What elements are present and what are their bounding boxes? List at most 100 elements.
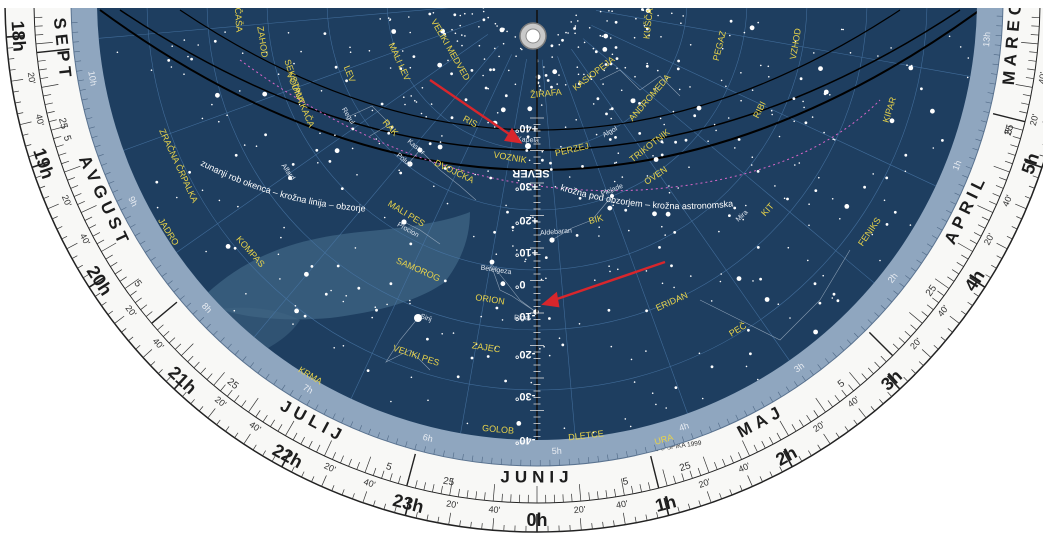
minute-tick	[7, 47, 14, 49]
minute-tick	[142, 349, 153, 358]
day-tick	[124, 278, 140, 289]
minute-tick	[234, 432, 239, 438]
star	[602, 83, 604, 85]
star	[793, 120, 795, 123]
minute-tick	[352, 493, 355, 500]
minute-tick	[903, 376, 909, 382]
day-label: 5	[836, 378, 848, 390]
star	[668, 191, 671, 194]
star	[487, 170, 489, 172]
day-tick	[140, 304, 148, 310]
day-label: 5	[131, 278, 143, 289]
star	[684, 138, 688, 142]
minute-label: 40'	[488, 504, 501, 515]
day-tick	[834, 395, 840, 402]
minute-tick	[492, 518, 495, 531]
star	[734, 147, 736, 149]
star	[645, 350, 647, 352]
constellation-figure	[551, 195, 613, 241]
minute-label: 20'	[323, 461, 338, 475]
star	[906, 64, 908, 66]
hour-tick	[969, 276, 986, 288]
star	[663, 123, 665, 126]
day-tick	[92, 232, 101, 237]
star	[516, 421, 522, 426]
star	[682, 15, 684, 17]
day-tick	[48, 119, 57, 123]
star	[653, 157, 659, 162]
star	[570, 21, 572, 23]
star	[863, 185, 866, 189]
star	[409, 302, 411, 305]
star	[482, 8, 485, 9]
star	[590, 78, 593, 80]
star	[595, 133, 598, 136]
ra-line	[176, 34, 489, 253]
minute-tick	[1028, 185, 1035, 189]
day-tick	[193, 361, 200, 369]
star	[375, 308, 378, 312]
star	[710, 365, 714, 369]
star	[380, 102, 384, 106]
star	[215, 92, 220, 98]
star	[506, 30, 508, 33]
star	[633, 381, 636, 383]
star	[357, 286, 361, 290]
minute-tick	[448, 512, 452, 525]
ra-line	[557, 56, 688, 414]
star	[391, 29, 397, 34]
day-tick	[35, 42, 53, 45]
star	[959, 46, 962, 48]
star	[487, 121, 489, 124]
star	[750, 164, 753, 166]
day-tick	[484, 492, 486, 501]
star	[710, 300, 713, 302]
star	[514, 36, 517, 38]
minute-tick	[83, 274, 89, 279]
star	[573, 27, 576, 30]
star	[426, 337, 429, 341]
star	[603, 69, 605, 72]
constellation-figure	[403, 221, 441, 245]
star	[375, 138, 378, 140]
star	[466, 422, 469, 425]
star	[409, 242, 413, 246]
minute-tick	[182, 391, 187, 397]
minute-tick	[798, 455, 803, 462]
minute-label: 40'	[1037, 71, 1043, 84]
star	[752, 280, 754, 282]
star	[842, 28, 844, 31]
star	[498, 55, 500, 58]
day-tick	[227, 389, 233, 397]
star	[255, 145, 258, 147]
minute-label: 40'	[615, 498, 629, 510]
star	[506, 210, 509, 214]
star	[607, 308, 611, 312]
day-tick	[174, 343, 182, 350]
minute-label: 40'	[737, 461, 752, 475]
star	[849, 52, 852, 54]
day-tick	[70, 185, 79, 189]
star	[505, 204, 507, 207]
star	[630, 358, 633, 361]
star	[356, 174, 358, 176]
star	[492, 68, 496, 71]
minute-tick	[779, 466, 783, 473]
day-tick	[1022, 94, 1031, 97]
day-tick	[956, 262, 964, 267]
star	[774, 185, 776, 187]
star	[512, 229, 514, 232]
star	[614, 136, 617, 139]
star	[300, 50, 302, 53]
day-tick	[961, 254, 969, 260]
star	[646, 62, 648, 65]
minute-tick	[95, 292, 101, 297]
star	[603, 33, 609, 39]
star	[889, 118, 895, 124]
day-tick	[1010, 144, 1019, 148]
day-tick	[80, 205, 97, 213]
star	[608, 265, 610, 268]
star	[387, 131, 391, 135]
star	[574, 25, 577, 27]
pivot-grommet[interactable]	[519, 22, 547, 50]
